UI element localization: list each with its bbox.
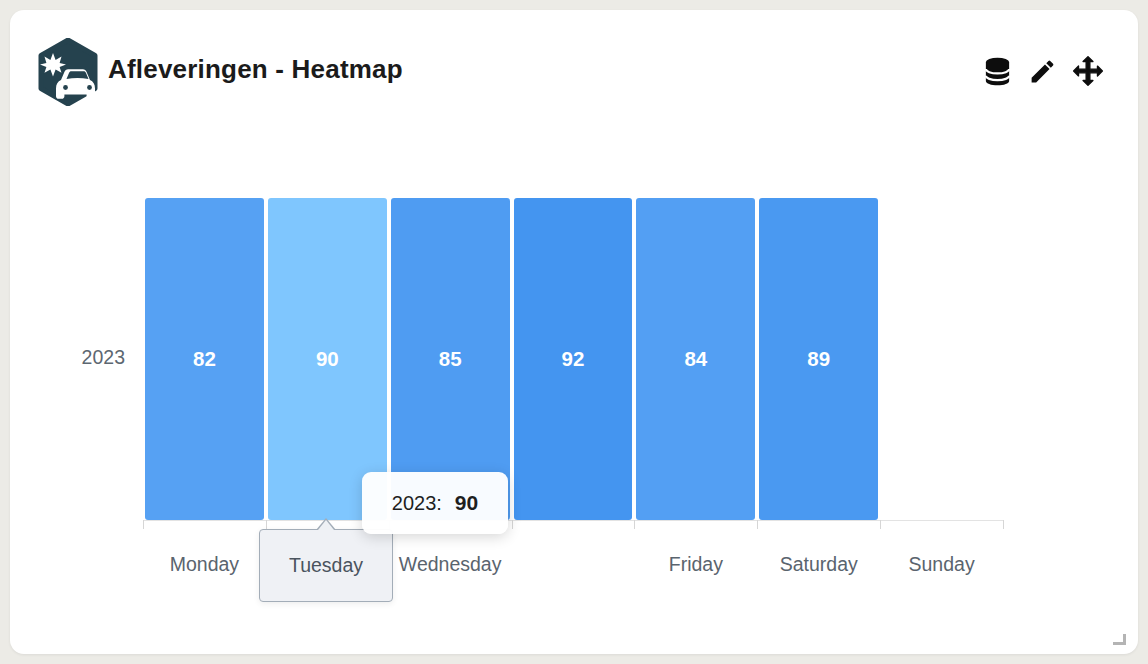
x-axis-tick bbox=[512, 520, 513, 529]
tooltip-series-label: 2023: bbox=[392, 492, 442, 515]
axis-pointer-label-box: Tuesday bbox=[259, 529, 393, 602]
heatmap-chart: 2023 82 90 85 92 84 89 Monday Wednesday Friday S… bbox=[10, 10, 1138, 654]
x-axis-label-saturday: Saturday bbox=[780, 553, 858, 576]
x-axis-tick bbox=[1003, 520, 1004, 529]
cell-value: 84 bbox=[684, 347, 707, 371]
x-axis-tick bbox=[880, 520, 881, 529]
cell-value: 85 bbox=[439, 347, 462, 371]
y-axis-row-label: 2023 bbox=[62, 346, 125, 369]
x-axis-tick bbox=[143, 520, 144, 529]
x-axis-tick bbox=[266, 520, 267, 529]
x-axis-label-friday: Friday bbox=[669, 553, 723, 576]
x-axis-label-monday: Monday bbox=[170, 553, 239, 576]
heatmap-cell-friday[interactable]: 84 bbox=[636, 198, 755, 520]
axis-pointer-label: Tuesday bbox=[289, 554, 363, 577]
x-axis-line bbox=[143, 520, 1004, 521]
cell-value: 92 bbox=[562, 347, 585, 371]
dashboard-background: Afleveringen - Heatmap bbox=[0, 0, 1148, 664]
heatmap-cell-saturday[interactable]: 89 bbox=[759, 198, 878, 520]
resize-handle-icon[interactable] bbox=[1113, 634, 1126, 645]
heatmap-cell-monday[interactable]: 82 bbox=[145, 198, 264, 520]
x-axis-label-wednesday: Wednesday bbox=[399, 553, 502, 576]
cell-value: 89 bbox=[807, 347, 830, 371]
heatmap-cell-thursday[interactable]: 92 bbox=[514, 198, 633, 520]
widget-card: Afleveringen - Heatmap bbox=[10, 10, 1138, 654]
cell-value: 82 bbox=[193, 347, 216, 371]
x-axis-label-sunday: Sunday bbox=[909, 553, 975, 576]
x-axis-tick bbox=[634, 520, 635, 529]
x-axis-tick bbox=[757, 520, 758, 529]
cell-value: 90 bbox=[316, 347, 339, 371]
tooltip-value: 90 bbox=[455, 491, 478, 515]
chart-tooltip: 2023: 90 bbox=[362, 472, 508, 534]
